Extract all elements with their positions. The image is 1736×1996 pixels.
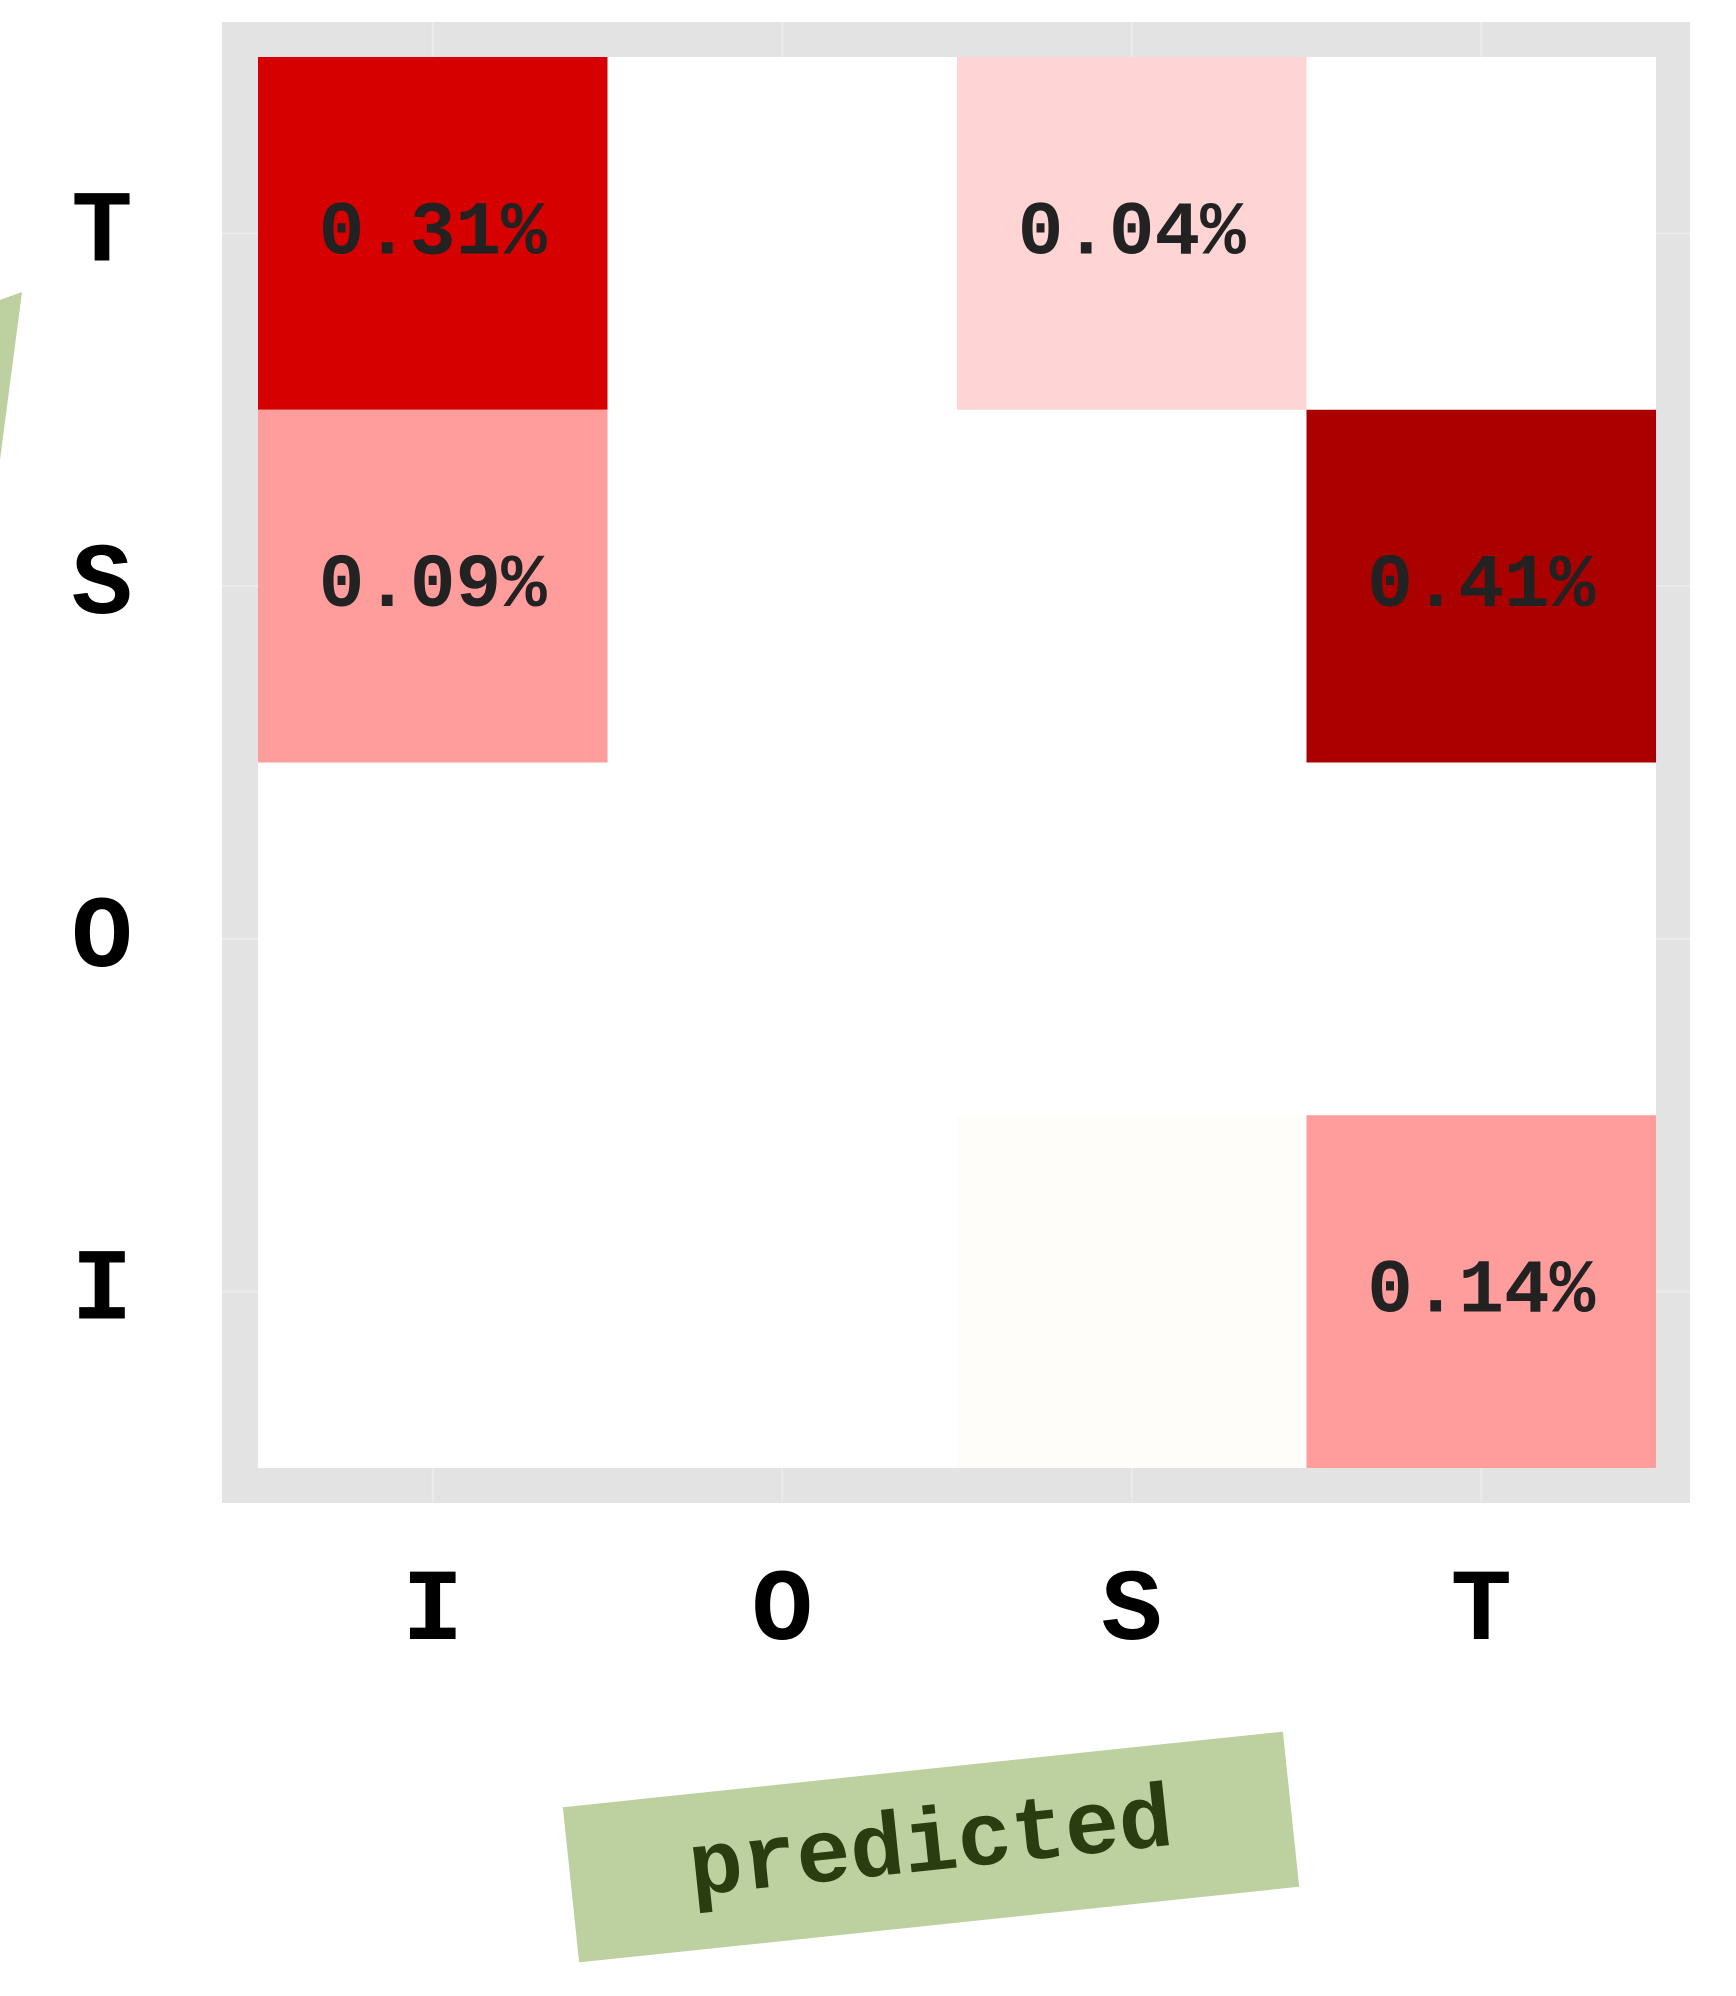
cell-value-label: 0.31% [319, 190, 547, 276]
heatmap-cell [258, 409, 608, 763]
y-tick-label: S [71, 528, 132, 644]
x-tick-label: I [402, 1554, 463, 1670]
x-tick-label: S [1101, 1554, 1162, 1670]
axis-label-box [0, 292, 22, 460]
heatmap-cell [1306, 1115, 1656, 1468]
xlabel-group: predicted [562, 1731, 1300, 1963]
heatmap-cell [957, 1115, 1307, 1468]
cell-value-label: 0.04% [1018, 190, 1246, 276]
axis-label-box [562, 1731, 1300, 1963]
x-tick-label: T [1451, 1554, 1512, 1670]
x-tick-label: O [752, 1554, 813, 1670]
y-tick-label: T [71, 175, 132, 291]
heatmap-cell [258, 57, 608, 410]
heatmap-cell [957, 57, 1307, 410]
y-tick-label: I [71, 1234, 132, 1350]
cell-value-label: 0.09% [319, 543, 547, 629]
cell-value-label: 0.41% [1367, 543, 1595, 629]
cell-value-label: 0.14% [1367, 1249, 1595, 1335]
heatmap-cell [1306, 409, 1656, 763]
y-tick-label: O [71, 881, 132, 997]
